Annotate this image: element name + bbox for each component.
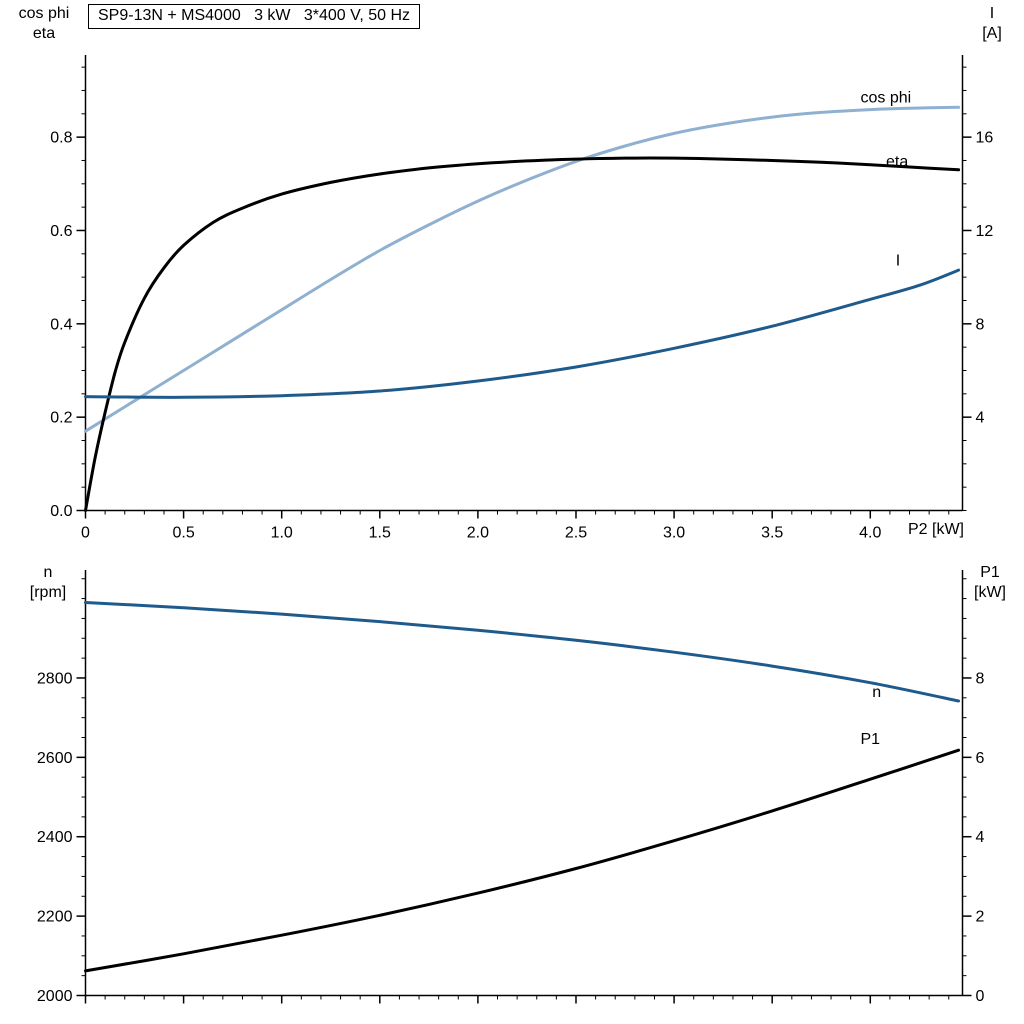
top-right-axis-title: I [A] [968,4,1016,44]
p1-axis-title-line2: [kW] [974,584,1006,601]
y-left-tick-label: 2800 [37,670,73,687]
n-axis-title-line2: [rpm] [29,584,67,601]
series-label-i: I [896,252,900,269]
x-tick-label: 0.5 [172,525,194,542]
x-tick-label: 3.0 [663,525,685,542]
y-left-tick-label: 2400 [37,829,73,846]
chart-title: SP9-13N + MS4000 3 kW 3*400 V, 50 Hz [88,4,421,29]
y-right-tick-label: 2 [976,909,985,926]
y-left-tick-label: 0.0 [50,503,72,520]
x-tick-label: 1.5 [369,525,391,542]
y-left-title-line2: eta [32,25,56,42]
y-right-tick-label: 4 [976,410,985,427]
top-chart: 0 0.5 1.0 1.5 2.0 2.5 3.0 3.5 4.0 0.0 0.2 0.4 0.6 0.8… [50,55,993,542]
y-left-tick-label: 0.4 [50,316,72,333]
series-label-n: n [872,684,881,701]
y-left-tick-label: 0.2 [50,410,72,427]
n-axis-title-line1: n [43,564,53,581]
series-curve-cos-phi [84,105,961,433]
x-tick-label: 1.0 [271,525,293,542]
top-left-axis-title: cos phi eta [6,4,82,44]
y-right-tick-label: 4 [976,829,985,846]
y-left-tick-label: 2200 [37,909,73,926]
x-tick-label: 3.5 [761,525,783,542]
x-tick-label: 2.0 [467,525,489,542]
x-tick-label: 4.0 [859,525,881,542]
x-tick-label: 2.5 [565,525,587,542]
x-tick-label: 0 [81,525,90,542]
series-curve-p1 [84,748,961,973]
y-left-tick-label: 2600 [37,750,73,767]
series-curve-eta [84,156,961,512]
bottom-chart: 2000 2200 2400 2600 2800 0 2 4 6 8 n P1 [37,570,985,1005]
y-right-tick-label: 0 [976,988,985,1005]
y-left-tick-label: 0.6 [50,223,72,240]
y-right-tick-label: 16 [976,130,994,147]
y-right-tick-label: 12 [976,223,994,240]
y-right-title-line1: I [989,5,995,22]
y-left-title-line1: cos phi [18,5,70,22]
series-label-eta: eta [886,154,908,171]
series-label-p1: P1 [860,731,880,748]
p1-axis-title-line1: P1 [980,564,1000,581]
series-curve-i [84,268,961,399]
bottom-left-axis-title: n [rpm] [16,563,80,603]
y-right-tick-label: 8 [976,670,985,687]
bottom-right-axis-title: P1 [kW] [962,563,1018,603]
x-axis-title: P2 [kW] [907,521,964,538]
series-curve-n [84,601,961,703]
y-right-tick-label: 6 [976,750,985,767]
series-label-cos-phi: cos phi [860,90,911,107]
y-left-tick-label: 2000 [37,988,73,1005]
y-left-tick-label: 0.8 [50,130,72,147]
y-right-tick-label: 8 [976,316,985,333]
y-right-title-line2: [A] [982,25,1002,42]
